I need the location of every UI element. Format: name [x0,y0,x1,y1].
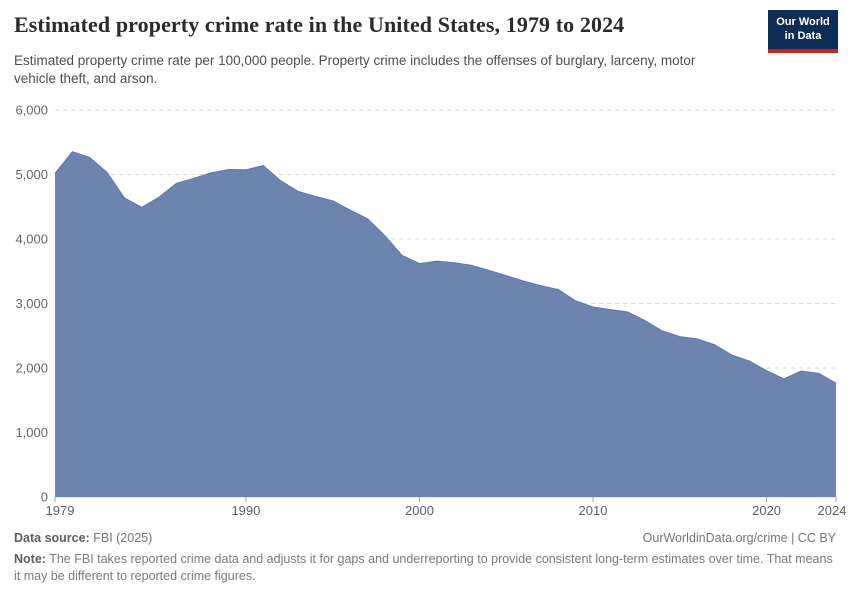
page-title: Estimated property crime rate in the Uni… [14,12,625,37]
data-source-label: Data source: [14,531,90,545]
x-tick-label: 2010 [579,503,608,518]
footnote: Note: The FBI takes reported crime data … [14,551,836,584]
owid-logo-line1: Our World [776,16,830,29]
x-tick-label: 1979 [46,503,75,518]
x-tick-label: 1990 [231,503,260,518]
y-tick-label: 6,000 [15,103,48,118]
footnote-label: Note: [14,552,46,566]
owid-logo-line2: in Data [784,29,822,42]
y-tick-label: 5,000 [15,167,48,182]
data-source: Data source: FBI (2025) [14,531,152,545]
area-chart[interactable]: 0 1,000 2,000 3,000 4,000 5,000 6,000 1979 1990 2… [0,96,850,530]
x-tick-label: 2024 [818,503,847,518]
footnote-text: The FBI takes reported crime data and ad… [14,552,833,583]
owid-license-link[interactable]: OurWorldinData.org/crime | CC BY [642,531,836,545]
area-series[interactable] [55,151,836,497]
y-tick-label: 4,000 [15,232,48,247]
y-tick-label: 3,000 [15,296,48,311]
footer-sources-row: Data source: FBI (2025) OurWorldinData.o… [14,531,836,545]
data-source-value: FBI (2025) [93,531,153,545]
area-chart-canvas[interactable]: 0 1,000 2,000 3,000 4,000 5,000 6,000 1979 1990 2… [0,96,850,530]
series-line [54,151,837,384]
owid-logo[interactable]: Our World in Data [768,10,838,53]
x-tick-label: 2000 [405,503,434,518]
y-tick-label: 0 [41,490,48,505]
y-tick-label: 1,000 [15,425,48,440]
x-tick-label: 2020 [752,503,781,518]
chart-subtitle: Estimated property crime rate per 100,00… [14,53,696,86]
y-tick-label: 2,000 [15,361,48,376]
